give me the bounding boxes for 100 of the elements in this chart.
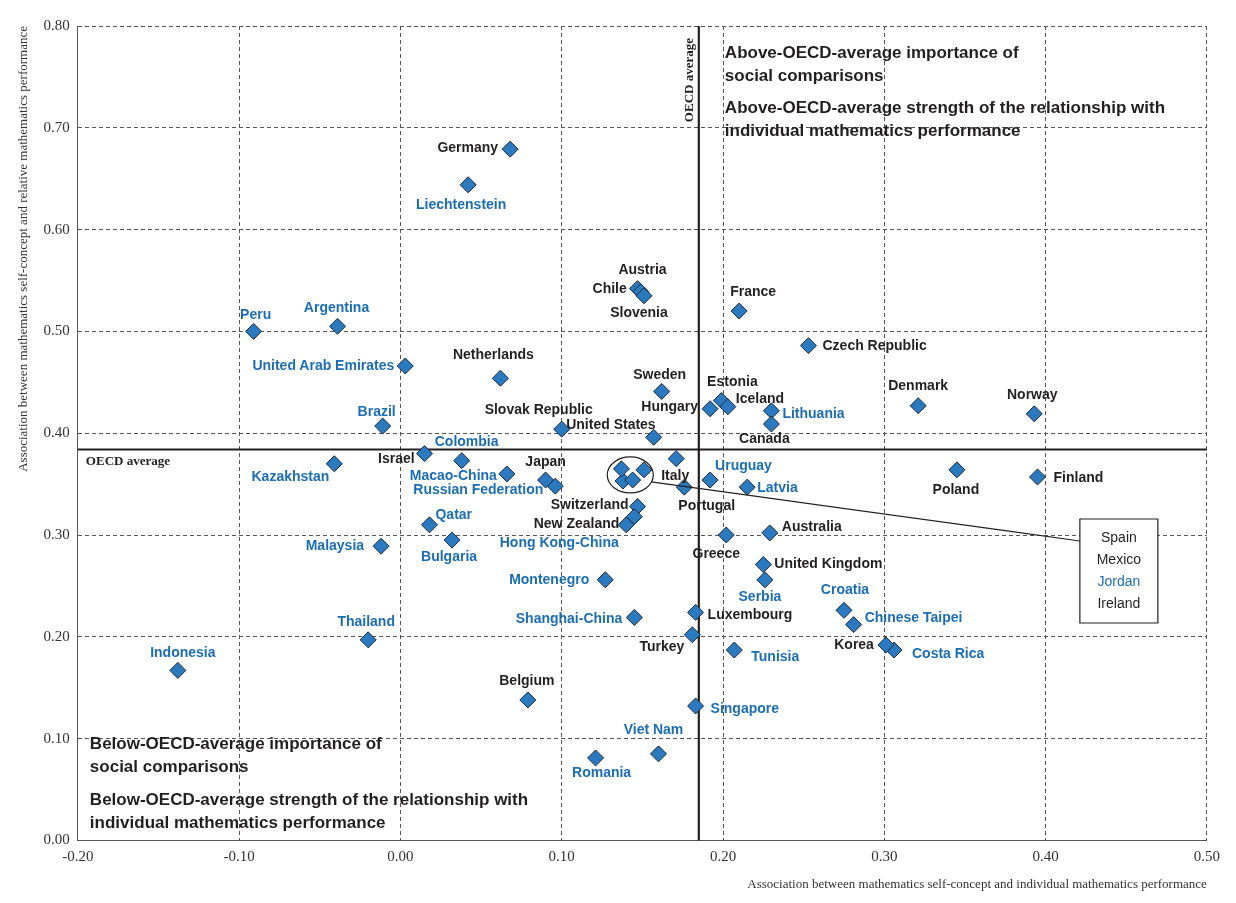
annotation: Brazil: [357, 402, 396, 419]
annotation: United Arab Emirates: [252, 356, 395, 373]
annotation: Below-OECD-average importance of social comparisons: [89, 733, 383, 776]
point: [587, 749, 605, 767]
ref-line-label: OECD average: [85, 452, 171, 468]
annotation: Tunisia: [751, 647, 800, 664]
point: [1025, 405, 1043, 423]
point: [687, 697, 705, 715]
point: [329, 317, 347, 335]
point: [799, 337, 817, 355]
point: [245, 322, 263, 340]
annotation: Hong Kong-China: [499, 533, 619, 550]
point: [756, 571, 774, 589]
point: [701, 400, 719, 418]
ref-line-label: OECD average: [681, 37, 697, 123]
x-tick-label: 0.00: [387, 848, 414, 865]
annotation: Australia: [781, 517, 842, 534]
point: [835, 601, 853, 619]
x-tick-label: 0.40: [1032, 848, 1059, 865]
annotation: Singapore: [710, 699, 780, 716]
point: [683, 626, 701, 644]
annotation: Norway: [1007, 385, 1058, 402]
annotation: Romania: [572, 763, 632, 780]
x-tick-label: 0.50: [1193, 848, 1220, 865]
point: [625, 508, 643, 526]
annotation: Ireland: [1097, 594, 1141, 611]
annotation: Canada: [739, 429, 790, 446]
annotation: Colombia: [434, 432, 499, 449]
point: [701, 471, 719, 489]
annotation: France: [730, 282, 777, 299]
x-axis-title: Association between mathematics self-concept and individual mathematics performance: [747, 875, 1208, 891]
point: [717, 526, 735, 544]
annotation: Qatar: [435, 505, 473, 522]
annotation: United States: [566, 416, 656, 433]
annotation: Italy: [661, 466, 690, 483]
annotation: Japan: [525, 452, 566, 469]
annotation: Costa Rica: [911, 644, 985, 661]
annotation: Jordan: [1097, 572, 1141, 589]
y-tick-label: 0.50: [43, 322, 70, 339]
annotation: Montenegro: [509, 570, 590, 587]
annotation: Chile: [592, 279, 627, 296]
point: [453, 452, 471, 470]
point: [396, 357, 414, 375]
annotation: Below-OECD-average strength of the relationship with individual mathematics performance: [89, 789, 529, 832]
point: [877, 636, 895, 654]
annotation: Uruguay: [715, 456, 773, 473]
annotation: Peru: [240, 306, 272, 323]
point: [687, 603, 705, 621]
point: [416, 445, 434, 463]
point: [754, 556, 772, 574]
annotation: Viet Nam: [623, 720, 684, 737]
annotation: Austria: [618, 260, 667, 277]
annotation: Malaysia: [305, 537, 365, 554]
point: [635, 287, 653, 305]
x-tick-label: -0.20: [62, 848, 94, 865]
annotation: Belgium: [499, 671, 555, 688]
annotation: Liechtenstein: [416, 195, 507, 212]
annotation: Korea: [834, 635, 875, 652]
x-tick-label: 0.30: [871, 848, 898, 865]
point: [625, 608, 643, 626]
annotation: Shanghai-China: [515, 610, 623, 627]
y-tick-label: 0.80: [43, 16, 70, 33]
annotation: Argentina: [303, 299, 370, 316]
point: [491, 369, 509, 387]
point: [845, 616, 863, 634]
point: [667, 450, 685, 468]
point: [372, 537, 390, 555]
point: [374, 417, 392, 435]
annotation: Macao-China: [409, 466, 498, 483]
point: [645, 428, 663, 446]
point: [169, 661, 187, 679]
annotation: Hungary: [641, 397, 699, 414]
point: [519, 691, 537, 709]
annotation: Thailand: [337, 612, 395, 629]
annotation: Croatia: [820, 581, 870, 598]
annotation: Mexico: [1096, 550, 1142, 567]
annotation: Kazakhstan: [251, 467, 330, 484]
point: [730, 302, 748, 320]
annotation: Latvia: [757, 479, 798, 496]
y-axis-title: Association between mathematics self-concept and relative mathematics performance: [15, 25, 31, 472]
point: [420, 516, 438, 534]
annotation: Slovak Republic: [484, 400, 593, 417]
annotation: Israel: [378, 450, 415, 467]
annotation: Above-OECD-average importance of social comparisons: [724, 42, 1019, 85]
annotation: Poland: [932, 480, 980, 497]
point: [635, 461, 653, 479]
x-tick-label: 0.10: [548, 848, 575, 865]
annotation: Switzerland: [550, 496, 629, 513]
x-tick-label: -0.10: [223, 848, 255, 865]
point: [738, 478, 756, 496]
point: [359, 631, 377, 649]
y-tick-label: 0.00: [43, 831, 70, 848]
point: [762, 415, 780, 433]
annotation: Above-OECD-average strength of the relationship with individual mathematics performance: [724, 97, 1166, 140]
point: [761, 524, 779, 542]
annotation: Chinese Taipei: [864, 609, 963, 626]
annotation: Estonia: [707, 373, 758, 390]
point: [649, 745, 667, 763]
annotation: Sweden: [633, 366, 687, 383]
x-tick-label: 0.20: [709, 848, 737, 865]
